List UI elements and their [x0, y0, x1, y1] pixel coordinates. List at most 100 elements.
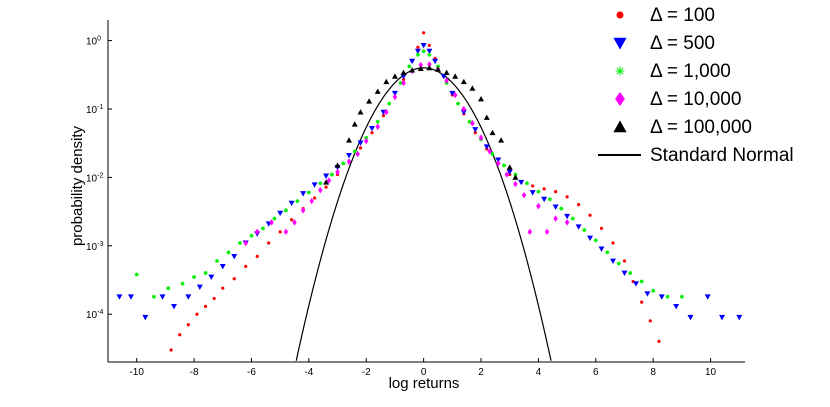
data-point	[622, 259, 627, 263]
legend-label: Standard Normal	[650, 145, 794, 166]
data-point	[467, 119, 472, 124]
data-point	[232, 277, 236, 281]
tick-labels-layer: -10 -8 -6 -4 -2 0 2 4 6 8 10 10-4 10-3 10-2 10-1 100	[86, 36, 717, 378]
data-point	[142, 314, 149, 321]
legend-label: Δ = 10,000	[650, 89, 741, 110]
data-point	[478, 95, 485, 102]
data-point	[300, 191, 307, 197]
data-point	[427, 52, 432, 57]
data-point	[536, 189, 541, 194]
data-point	[687, 314, 694, 321]
data-point	[472, 127, 479, 133]
series-2	[134, 49, 684, 299]
data-point	[736, 314, 743, 321]
data-point	[318, 186, 323, 194]
y-tick-label: 10-3	[86, 241, 103, 253]
data-point	[541, 196, 548, 203]
data-point	[341, 161, 346, 166]
data-point	[513, 180, 518, 188]
data-point	[651, 288, 656, 293]
x-tick-label: 2	[478, 367, 484, 378]
legend-label: Δ = 100	[650, 5, 715, 26]
data-point	[195, 312, 199, 316]
x-tick-label: 10	[705, 367, 717, 378]
data-point	[357, 109, 364, 115]
data-point	[587, 235, 594, 241]
legend-label: Δ = 1,000	[650, 61, 731, 82]
data-point	[170, 303, 177, 310]
data-point	[542, 187, 546, 191]
data-point	[506, 164, 513, 170]
data-point	[226, 250, 231, 255]
data-point	[621, 270, 628, 277]
data-point	[564, 219, 570, 226]
data-point	[434, 66, 441, 72]
data-point	[249, 233, 254, 238]
data-point	[346, 152, 353, 159]
data-point	[518, 179, 525, 186]
data-point	[203, 304, 208, 308]
legend: Δ = 100 Δ = 500 Δ = 1,000 Δ = 10,000 Δ = 100…	[598, 5, 794, 166]
data-point	[420, 43, 427, 49]
data-point	[432, 58, 439, 65]
y-tick-label: 10-2	[86, 172, 103, 184]
data-point	[387, 101, 392, 106]
data-point	[487, 148, 492, 155]
data-point	[704, 294, 711, 300]
data-point	[272, 216, 277, 221]
data-point	[416, 45, 420, 49]
data-point	[460, 109, 467, 116]
data-point	[576, 203, 581, 207]
data-point	[309, 197, 314, 205]
data-point	[632, 281, 639, 287]
data-points-layer	[116, 31, 743, 352]
data-point	[326, 177, 332, 184]
data-point	[657, 339, 661, 344]
data-point	[254, 228, 260, 236]
y-tick-label: 100	[86, 36, 101, 48]
x-tick-label: 0	[421, 367, 427, 378]
data-point	[381, 114, 386, 118]
data-point	[417, 65, 424, 71]
data-point	[554, 189, 558, 194]
data-point	[483, 114, 490, 120]
data-point	[452, 73, 459, 79]
data-point	[598, 246, 605, 252]
data-point	[490, 151, 495, 156]
data-point	[127, 294, 134, 300]
data-point	[116, 294, 123, 300]
data-point	[521, 191, 527, 199]
data-point	[679, 294, 684, 299]
data-point	[159, 294, 166, 300]
data-point	[610, 258, 617, 264]
data-point	[483, 144, 490, 150]
data-point	[180, 281, 185, 286]
data-point	[375, 123, 380, 130]
data-point	[269, 219, 274, 226]
data-point	[368, 126, 375, 132]
data-point	[278, 230, 282, 234]
data-point	[169, 348, 173, 352]
data-point	[400, 69, 407, 76]
series-0	[169, 31, 661, 352]
data-point	[605, 250, 610, 255]
data-point	[443, 69, 450, 76]
data-point	[134, 272, 139, 277]
data-point	[658, 294, 665, 300]
data-point	[196, 284, 203, 290]
data-point	[255, 254, 259, 258]
legend-label: Δ = 100,000	[650, 117, 752, 138]
data-point	[570, 216, 575, 221]
data-point	[575, 224, 582, 230]
data-point	[400, 73, 407, 80]
data-point	[311, 182, 318, 188]
data-point	[334, 162, 341, 168]
data-point	[504, 171, 510, 178]
data-point	[495, 160, 501, 167]
data-point	[440, 73, 447, 80]
data-point	[449, 90, 456, 97]
data-point	[616, 261, 621, 266]
y-axis-label: probability density	[69, 125, 86, 246]
data-point	[208, 274, 215, 280]
